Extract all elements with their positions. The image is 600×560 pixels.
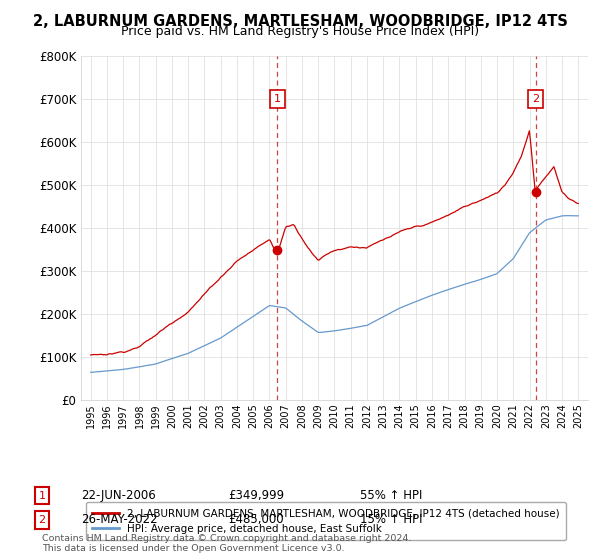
Text: 2: 2 bbox=[38, 515, 46, 525]
Text: Price paid vs. HM Land Registry's House Price Index (HPI): Price paid vs. HM Land Registry's House … bbox=[121, 25, 479, 38]
Text: 1: 1 bbox=[274, 94, 281, 104]
Text: 2: 2 bbox=[532, 94, 539, 104]
Text: 22-JUN-2006: 22-JUN-2006 bbox=[81, 489, 156, 502]
Text: £349,999: £349,999 bbox=[228, 489, 284, 502]
Legend: 2, LABURNUM GARDENS, MARTLESHAM, WOODBRIDGE, IP12 4TS (detached house), HPI: Ave: 2, LABURNUM GARDENS, MARTLESHAM, WOODBRI… bbox=[86, 502, 566, 540]
Text: 55% ↑ HPI: 55% ↑ HPI bbox=[360, 489, 422, 502]
Text: 1: 1 bbox=[38, 491, 46, 501]
Text: £485,000: £485,000 bbox=[228, 513, 284, 526]
Text: Contains HM Land Registry data © Crown copyright and database right 2024.
This d: Contains HM Land Registry data © Crown c… bbox=[42, 534, 412, 553]
Text: 26-MAY-2022: 26-MAY-2022 bbox=[81, 513, 158, 526]
Text: 15% ↑ HPI: 15% ↑ HPI bbox=[360, 513, 422, 526]
Text: 2, LABURNUM GARDENS, MARTLESHAM, WOODBRIDGE, IP12 4TS: 2, LABURNUM GARDENS, MARTLESHAM, WOODBRI… bbox=[32, 14, 568, 29]
